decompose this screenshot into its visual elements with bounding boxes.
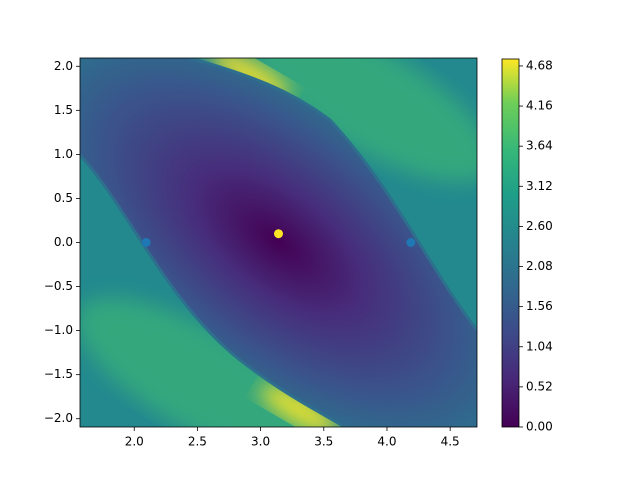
heatmap	[80, 58, 477, 427]
colorbar-tick-label: 1.04	[526, 339, 553, 353]
y-tick-label: 1.5	[54, 103, 73, 117]
y-tick-label: 0.5	[54, 191, 73, 205]
point	[274, 229, 283, 239]
y-tick-label: −1.0	[44, 323, 73, 337]
x-tick-label: 3.5	[314, 435, 333, 449]
y-tick-label: −0.5	[44, 279, 73, 293]
y-tick-label: 1.0	[54, 147, 73, 161]
y-tick-label: −2.0	[44, 411, 73, 425]
x-tick-label: 4.5	[441, 435, 460, 449]
colorbar-tick-label: 2.60	[526, 219, 553, 233]
x-tick-label: 2.5	[188, 435, 207, 449]
colorbar-tick-label: 0.52	[526, 379, 553, 393]
point	[141, 238, 151, 247]
x-tick-label: 2.0	[125, 435, 144, 449]
colorbar-tick-label: 1.56	[526, 299, 553, 313]
colorbar-tick-label: 0.00	[526, 420, 553, 434]
colorbar-tick-label: 2.08	[526, 259, 553, 273]
y-tick-label: 0.0	[54, 235, 73, 249]
colorbar-tick-label: 4.16	[526, 99, 553, 113]
colorbar-tick-label: 3.64	[526, 139, 553, 153]
colorbar	[501, 58, 520, 428]
colorbar-tick-label: 3.12	[526, 179, 553, 193]
x-tick-label: 4.0	[377, 435, 396, 449]
colorbar-tick-label: 4.68	[526, 58, 553, 72]
y-tick-label: −1.5	[44, 367, 73, 381]
y-tick-label: 2.0	[54, 59, 73, 73]
x-tick-label: 3.0	[251, 435, 270, 449]
point	[406, 238, 416, 247]
